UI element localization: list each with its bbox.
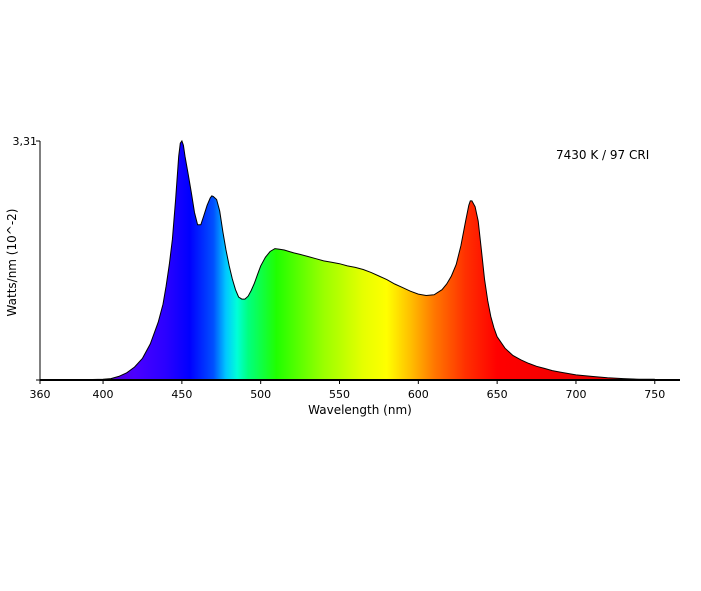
x-tick-label-600: 600 — [408, 388, 429, 401]
cct-cri-annotation: 7430 K / 97 CRI — [556, 148, 649, 162]
x-tick-label-360: 360 — [30, 388, 51, 401]
x-tick-label-450: 450 — [171, 388, 192, 401]
x-tick-label-550: 550 — [329, 388, 350, 401]
y-tick-label-max: 3,31 — [13, 135, 38, 148]
x-tick-label-400: 400 — [93, 388, 114, 401]
x-axis-title: Wavelength (nm) — [308, 403, 412, 417]
spectrum-area — [40, 141, 655, 380]
y-axis-title: Watts/nm (10^-2) — [5, 209, 19, 317]
y-ticks — [36, 140, 40, 381]
x-ticks: 360 400 450 500 550 600 650 700 750 — [30, 380, 665, 401]
spectrum-outline — [40, 139, 655, 381]
x-tick-label-700: 700 — [565, 388, 586, 401]
x-tick-label-500: 500 — [250, 388, 271, 401]
x-tick-label-750: 750 — [644, 388, 665, 401]
x-tick-label-650: 650 — [487, 388, 508, 401]
plot-area — [40, 139, 655, 381]
